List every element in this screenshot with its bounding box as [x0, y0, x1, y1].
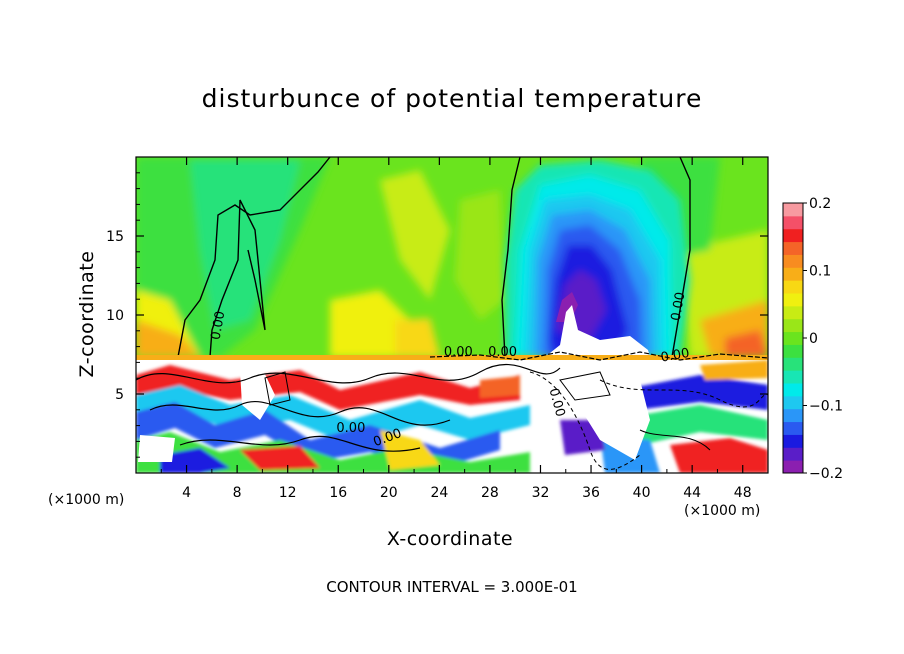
- upper-field: [136, 157, 768, 358]
- x-axis-unit-right: (×1000 m): [684, 503, 761, 519]
- x-axis: 4 8 12 16 20 24 28 32 36 40 44 48: [160, 157, 752, 501]
- colorbar-swatch: [783, 357, 803, 371]
- colorbar-swatch: [783, 305, 803, 320]
- colorbar-swatch: [783, 293, 803, 307]
- colorbar-swatch: [783, 434, 803, 448]
- contour-label: 0.00: [669, 291, 689, 322]
- colorbar-swatch: [783, 215, 803, 230]
- y-tick-label: 15: [106, 229, 124, 245]
- x-tick-label: 24: [430, 485, 448, 501]
- heatmap-field: [136, 157, 768, 473]
- chart-title: disturbunce of potential temperature: [201, 84, 703, 113]
- x-tick-label: 32: [532, 485, 550, 501]
- colorbar-swatch: [783, 370, 803, 384]
- y-axis: 5 10 15: [106, 172, 768, 458]
- colorbar-swatch: [783, 318, 803, 333]
- contour-label: 0.00: [660, 346, 691, 366]
- x-tick-label: 28: [481, 485, 499, 501]
- colorbar-tick-label: −0.2: [809, 466, 843, 482]
- colorbar-tick-label: −0.1: [809, 399, 843, 415]
- colorbar-swatch: [783, 228, 803, 243]
- colorbar-swatch: [783, 331, 803, 345]
- colorbar-swatch: [783, 408, 803, 423]
- colorbar-swatch: [783, 395, 803, 410]
- colorbar-swatch: [783, 280, 803, 294]
- colorbar-tick-label: 0.2: [809, 196, 831, 212]
- contour-label: 0.00: [336, 421, 365, 436]
- contour-label: 0.00: [444, 345, 473, 360]
- x-axis-unit-left: (×1000 m): [48, 492, 125, 508]
- lower-field: [136, 357, 768, 473]
- contour-label: 0.00: [488, 345, 517, 360]
- colorbar: −0.2 −0.1 0 0.1 0.2: [782, 196, 843, 482]
- contour-interval-note: CONTOUR INTERVAL = 3.000E-01: [326, 578, 578, 596]
- colorbar-tick-label: 0.1: [809, 264, 831, 280]
- colorbar-swatch: [783, 267, 803, 281]
- x-tick-label: 8: [233, 485, 242, 501]
- colorbar-swatch: [783, 203, 803, 217]
- colorbar-swatch: [783, 254, 803, 268]
- x-tick-label: 36: [582, 485, 600, 501]
- colorbar-swatch: [783, 241, 803, 255]
- x-tick-label: 48: [734, 485, 752, 501]
- x-tick-label: 12: [279, 485, 297, 501]
- x-tick-label: 40: [633, 485, 651, 501]
- interface-band: [136, 355, 768, 360]
- colorbar-swatch: [783, 460, 803, 474]
- colorbar-swatch: [783, 447, 803, 461]
- y-axis-label: Z-coordinate: [76, 250, 98, 378]
- x-tick-label: 16: [329, 485, 347, 501]
- colorbar-swatch: [783, 383, 803, 397]
- y-tick-label: 10: [106, 308, 124, 324]
- colorbar-swatch: [783, 421, 803, 435]
- x-axis-label: X-coordinate: [386, 528, 514, 550]
- x-tick-label: 44: [683, 485, 701, 501]
- x-tick-label: 4: [182, 485, 191, 501]
- y-tick-label: 5: [115, 387, 124, 403]
- colorbar-swatch: [783, 344, 803, 358]
- x-tick-label: 20: [380, 485, 398, 501]
- contour-label: 0.00: [546, 387, 568, 419]
- colorbar-tick-label: 0: [809, 331, 818, 347]
- contour-label: 0.00: [209, 310, 229, 341]
